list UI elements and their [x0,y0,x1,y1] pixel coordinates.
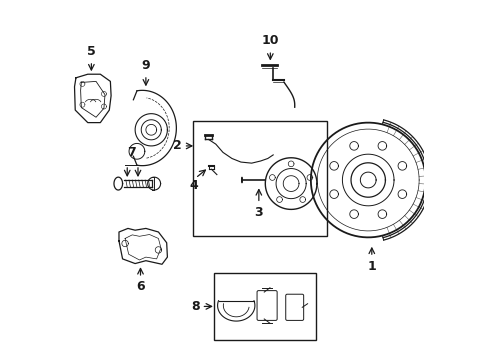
Bar [192,121,326,235]
Text: 6: 6 [136,280,144,293]
FancyBboxPatch shape [257,291,277,320]
Text: 1: 1 [366,260,375,273]
Text: 7: 7 [127,146,136,159]
Text: 2: 2 [173,139,182,152]
FancyBboxPatch shape [285,294,303,320]
Text: 10: 10 [261,34,279,47]
Text: 8: 8 [191,300,199,313]
Text: 4: 4 [189,179,198,192]
Bar [214,273,316,339]
Text: 3: 3 [254,206,263,219]
Text: 5: 5 [87,45,96,58]
Text: 9: 9 [142,59,150,72]
